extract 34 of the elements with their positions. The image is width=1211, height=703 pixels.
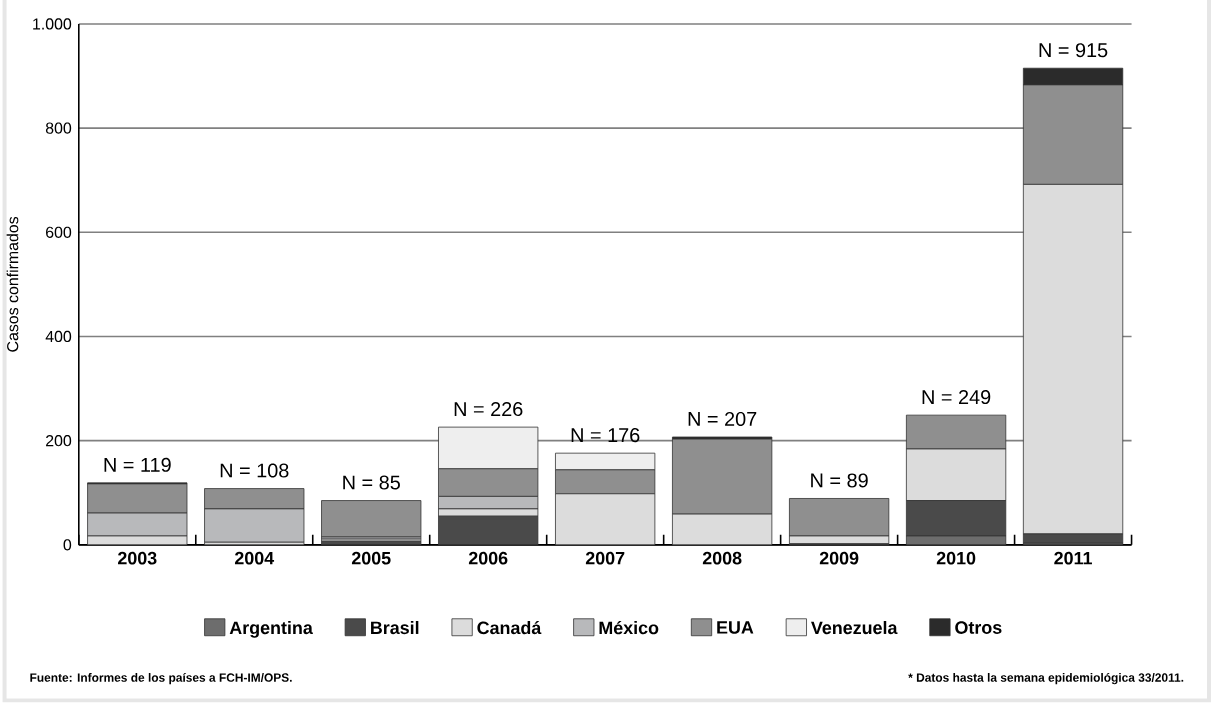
- legend-label: Canadá: [477, 621, 542, 635]
- y-tick-label: 200: [46, 435, 72, 447]
- y-tick-label: 600: [46, 226, 72, 239]
- total-label: N = 176: [571, 428, 640, 443]
- y-axis-title: Casos confirmados: [6, 217, 19, 352]
- x-tick-label: 2007: [585, 552, 625, 565]
- x-tick-label: 2009: [819, 552, 859, 565]
- y-tick-label: 0: [63, 539, 72, 551]
- total-label: N = 108: [220, 463, 289, 478]
- legend-label: EUA: [717, 621, 754, 635]
- x-tick-label: 2003: [118, 552, 157, 565]
- total-label: N = 249: [922, 390, 991, 405]
- total-label: N = 226: [454, 402, 523, 417]
- legend-label: Brasil: [371, 621, 419, 635]
- legend-label: Otros: [955, 621, 1002, 635]
- total-label: N = 119: [104, 458, 171, 473]
- legend-label: México: [599, 621, 659, 635]
- total-label: N = 85: [343, 475, 400, 490]
- x-tick-label: 2011: [1054, 552, 1092, 565]
- source-note: Fuente: Informes de los países a FCH-IM/OPS.: [30, 673, 292, 685]
- y-tick-label: 800: [45, 122, 72, 134]
- legend-label: Argentina: [229, 621, 313, 638]
- y-tick-label: 1.000: [33, 18, 72, 30]
- x-tick-label: 2005: [351, 552, 391, 565]
- x-tick-label: 2008: [702, 552, 742, 565]
- text: * Datos hasta la semana epidemiológica 33/2011.: [908, 673, 1184, 685]
- legend-label: Venezuela: [811, 621, 898, 635]
- y-tick-label: 400: [45, 331, 72, 343]
- total-label: N = 207: [688, 412, 757, 427]
- total-label: N = 915: [1039, 43, 1108, 58]
- x-tick-label: 2010: [936, 552, 976, 565]
- x-tick-label: 2004: [234, 552, 275, 565]
- total-label: N = 89: [811, 473, 868, 488]
- x-tick-label: 2006: [468, 552, 508, 565]
